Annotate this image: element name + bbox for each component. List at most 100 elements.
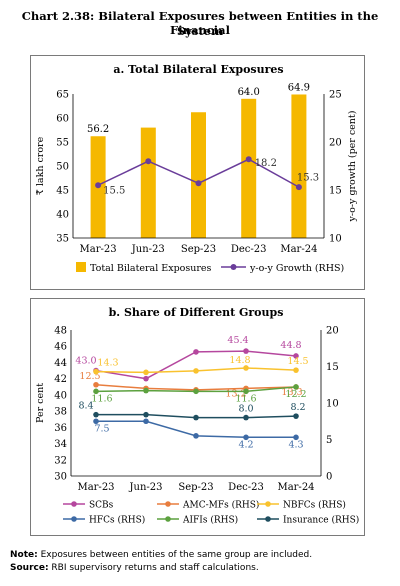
panel-total-exposures: a. Total Bilateral Exposures 35 40 45 50 55 60… (30, 55, 365, 290)
growth-point-Dec-23 (245, 156, 252, 163)
series-data-label-scbs: 43.0 (75, 356, 96, 367)
series-data-label-aifis-rhs: 11.6 (91, 393, 112, 404)
bar-Dec-23 (241, 98, 257, 238)
series-point-scbs (293, 353, 299, 359)
series-point-aifis-rhs (293, 384, 299, 390)
series-data-label-insurance-rhs: 8.4 (78, 401, 93, 412)
legend-label-aifis-rhs: AIFIs (RHS) (182, 515, 238, 526)
legend-swatch-bars (76, 262, 86, 272)
y2-tick-label: 0 (326, 472, 332, 483)
y2-tick-label: 15 (326, 362, 339, 373)
legend-marker-hfcs-rhs (71, 516, 77, 522)
x-tick-label: Jun-23 (131, 244, 165, 255)
series-line-scbs (95, 350, 297, 380)
series-data-label-nbfcs-rhs: 14.8 (229, 355, 250, 366)
y-tick-label: 34 (54, 439, 67, 450)
x-tick-label: Mar-24 (280, 244, 317, 255)
chart-b-title: b. Share of Different Groups (109, 306, 284, 319)
bar-data-label: 56.2 (87, 124, 109, 135)
note-label: Note: (10, 550, 38, 560)
x-tick-label: Dec-23 (231, 244, 267, 255)
y-tick-label: 44 (54, 358, 67, 369)
x-tick-label: Jun-23 (129, 482, 163, 493)
series-point-nbfcs-rhs (193, 368, 199, 374)
legend-marker-amc-mfs-rhs (165, 501, 171, 507)
y2-tick-label: 15 (329, 186, 342, 197)
x-tick-label: Sep-23 (178, 482, 213, 493)
legend-marker-insurance-rhs (265, 516, 271, 522)
legend-label-scbs: SCBs (89, 501, 114, 511)
bar-data-label: 64.0 (238, 87, 260, 98)
series-point-hfcs-rhs (93, 418, 99, 425)
growth-point-Jun-23 (145, 158, 152, 165)
legend-marker-nbfcs-rhs (265, 501, 271, 507)
series-point-insurance-rhs (143, 411, 149, 418)
series-data-label-scbs: 45.4 (227, 335, 248, 346)
legend-label-nbfcs-rhs: NBFCs (RHS) (283, 500, 346, 511)
series-point-hfcs-rhs (293, 434, 299, 441)
series-data-label-aifis-rhs: 12.2 (285, 389, 306, 400)
y2-tick-label: 25 (329, 90, 342, 101)
y2-tick-label: 10 (329, 234, 342, 245)
series-point-aifis-rhs (93, 388, 99, 395)
series-data-label-insurance-rhs: 8.0 (238, 404, 253, 415)
y-tick-label: 65 (56, 90, 69, 101)
legend-label-line: y-o-y Growth (RHS) (249, 263, 344, 274)
bar-Sep-23 (191, 112, 206, 238)
y-tick-label: 45 (56, 186, 69, 197)
x-tick-label: Mar-24 (277, 482, 314, 493)
growth-data-label: 15.3 (297, 173, 319, 184)
series-point-nbfcs-rhs (243, 365, 249, 371)
y-tick-label: 46 (54, 342, 67, 353)
series-point-amc-mfs-rhs (93, 381, 99, 388)
x-tick-label: Dec-23 (228, 482, 264, 493)
note-text: Exposures between entities of the same g… (37, 550, 313, 560)
growth-data-label: 18.2 (255, 158, 277, 169)
series-data-label-amc-mfs-rhs: 13.3 (281, 387, 302, 398)
series-point-hfcs-rhs (143, 418, 149, 425)
y-tick-label: 35 (56, 234, 69, 245)
series-data-label-amc-mfs-rhs: 13.2 (225, 388, 246, 399)
series-point-hfcs-rhs (193, 433, 199, 439)
chart-title-line-1: Chart 2.38: Bilateral Exposures between … (21, 9, 379, 37)
x-tick-label: Sep-23 (181, 244, 216, 255)
note-line: Note: Exposures between entities of the … (10, 550, 312, 560)
source-text: RBI supervisory returns and staff calcul… (48, 563, 259, 573)
y-axis-label: Per cent (35, 383, 46, 423)
y-tick-label: 48 (54, 326, 67, 337)
source-label: Source: (10, 563, 49, 573)
series-point-insurance-rhs (243, 414, 249, 421)
legend-marker-scbs (71, 501, 77, 507)
series-data-label-hfcs-rhs: 4.2 (238, 439, 253, 450)
series-data-label-insurance-rhs: 8.2 (290, 402, 305, 413)
chart-title-line-2: System (176, 24, 224, 38)
y-tick-label: 60 (56, 114, 69, 125)
y-tick-label: 32 (54, 455, 67, 466)
series-data-label-hfcs-rhs: 4.3 (288, 439, 303, 450)
y2-tick-label: 5 (326, 435, 332, 446)
series-point-nbfcs-rhs (293, 367, 299, 373)
y-tick-label: 55 (56, 138, 69, 149)
y2-tick-label: 10 (326, 399, 339, 410)
y2-tick-label: 20 (326, 326, 339, 337)
legend-label-bars: Total Bilateral Exposures (90, 263, 212, 274)
legend-label-insurance-rhs: Insurance (RHS) (283, 515, 359, 526)
chart-b-svg: b. Share of Different Groups 30 32 34 36 38 40… (35, 306, 359, 526)
panel-share-groups: b. Share of Different Groups 30 32 34 36 38 40… (30, 298, 365, 536)
y-axis-label: ₹ lakh crore (35, 136, 46, 195)
bar-Jun-23 (140, 127, 156, 238)
series-point-insurance-rhs (293, 413, 299, 419)
y-tick-label: 30 (54, 472, 67, 483)
y-tick-label: 40 (54, 390, 67, 401)
series-data-label-scbs: 44.8 (280, 340, 301, 351)
series-point-insurance-rhs (193, 414, 199, 421)
series-data-label-nbfcs-rhs: 14.3 (97, 358, 118, 369)
chart-a-title: a. Total Bilateral Exposures (113, 63, 283, 76)
source-line: Source: RBI supervisory returns and staf… (10, 563, 259, 573)
series-data-label-aifis-rhs: 11.6 (235, 393, 256, 404)
bar-Mar-24 (291, 94, 307, 238)
series-point-nbfcs-rhs (93, 368, 99, 375)
legend-marker-aifis-rhs (165, 516, 171, 522)
legend-swatch-marker (230, 264, 237, 270)
